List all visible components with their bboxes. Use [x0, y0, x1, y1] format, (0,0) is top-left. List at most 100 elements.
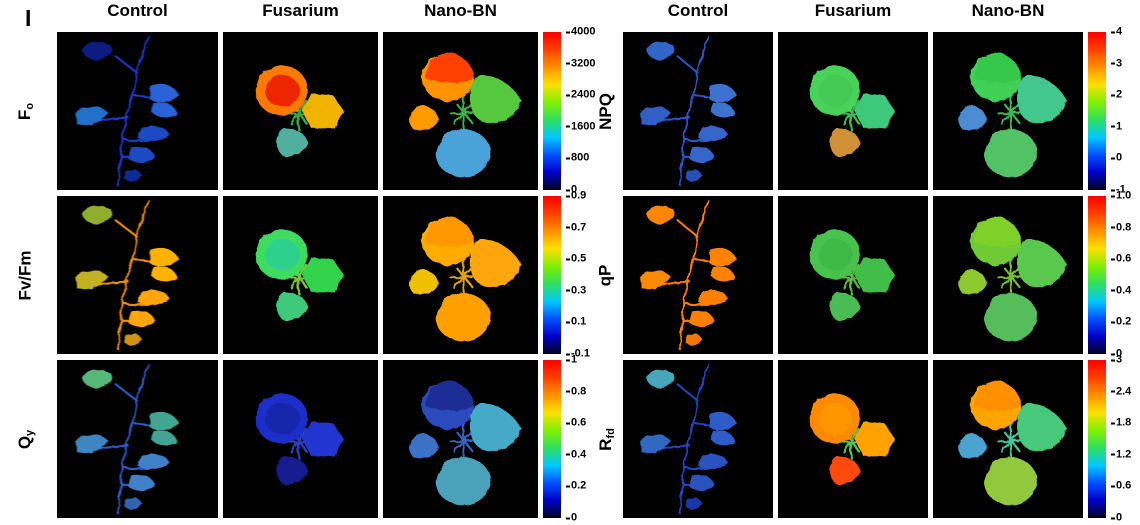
row-label-text: qP	[595, 264, 616, 286]
colorbar-fo	[543, 32, 561, 190]
tick-mark	[1111, 31, 1115, 33]
tick-value: 2	[1116, 88, 1123, 101]
tick-value: 1	[1116, 120, 1123, 133]
column-header-fusarium: Fusarium	[814, 1, 892, 20]
tick-value: 0.8	[571, 385, 587, 398]
tick-value: 0.6	[1116, 252, 1132, 265]
row-label-subscript: o	[24, 102, 37, 110]
colorbar-tick: 2.4	[1111, 386, 1131, 397]
tick-value: 3	[1116, 57, 1123, 70]
colorbar-tick: 1.2	[1111, 449, 1131, 460]
colorbar-tick: -1	[1111, 184, 1126, 196]
tick-value: 1.2	[1116, 448, 1132, 461]
tick-mark	[1111, 94, 1115, 97]
colorbar-qp	[1088, 196, 1106, 354]
tick-value: 0.4	[571, 448, 587, 461]
colorbar-gradient	[1088, 360, 1106, 518]
tick-value: 0	[1116, 347, 1123, 360]
row-label-text: NPQ	[596, 93, 617, 130]
plant-image	[639, 363, 737, 515]
colorbar-tick: 2	[1111, 88, 1123, 101]
tick-value: 0.1	[571, 315, 587, 328]
colorbar-tick: 0.2	[1111, 316, 1131, 328]
row-label-npq: NPQ	[594, 32, 618, 190]
tick-mark	[1111, 321, 1115, 324]
row-label-main: Q	[15, 435, 35, 449]
colorbar-tick: 0	[1111, 152, 1122, 164]
tick-mark	[566, 359, 570, 361]
tick-value: -0.1	[571, 347, 590, 360]
plant-image	[958, 52, 1067, 178]
tick-value: 0	[571, 511, 578, 524]
panel-fvfm-control	[57, 196, 218, 354]
colorbar-tick: 1.8	[1111, 417, 1131, 429]
row-label-main: R	[595, 438, 615, 451]
colorbar-gradient	[543, 196, 561, 354]
colorbar-tick: 3	[1111, 354, 1122, 366]
colorbar-ticks-fvfm: 0.9 0.7 0.5 0.3 0.1 -0.1	[566, 190, 594, 359]
colorbar-tick: 0.8	[566, 386, 586, 397]
tick-value: 1	[571, 353, 578, 366]
tick-mark	[1111, 353, 1115, 355]
tick-value: 0.4	[1116, 284, 1132, 297]
row-label-qy: Qy	[0, 360, 52, 518]
plant-image	[408, 380, 521, 506]
colorbar-npq	[1088, 32, 1106, 190]
colorbar-tick: 3	[1111, 58, 1122, 69]
tick-mark	[1111, 517, 1115, 519]
tick-mark	[1111, 359, 1115, 361]
colorbar-tick: 0.6	[566, 416, 587, 429]
colorbar-tick: 0	[566, 183, 578, 196]
tick-mark	[566, 321, 570, 324]
tick-mark	[566, 62, 570, 65]
tick-mark	[566, 125, 570, 128]
row-label-subscript: fd	[604, 427, 617, 439]
tick-mark	[1111, 62, 1115, 65]
row-label-main: qP	[595, 264, 615, 286]
tick-value: 0.8	[1116, 221, 1132, 234]
figure-panel-label: I	[25, 5, 32, 31]
tick-mark	[1111, 289, 1115, 292]
row-label-text: Fv/Fm	[16, 250, 37, 300]
colorbar-tick: 0	[566, 511, 578, 524]
panel-qp-nano-bn	[933, 196, 1083, 354]
tick-mark	[1111, 189, 1115, 191]
colorbar-tick: 1600	[566, 121, 595, 132]
plant-image	[639, 35, 737, 187]
row-label-main: F	[15, 109, 35, 120]
colorbar-tick: 1.0	[1111, 190, 1131, 202]
colorbar-tick: 0.4	[566, 449, 586, 460]
tick-mark	[1111, 226, 1115, 229]
tick-value: 0.7	[571, 221, 587, 234]
colorbar-ticks-qp: 1.0 0.8 0.6 0.4 0.2 0	[1111, 190, 1137, 359]
tick-mark	[1111, 125, 1115, 128]
tick-value: 4	[1116, 25, 1123, 38]
tick-mark	[566, 31, 570, 33]
colorbar-tick: 0.3	[566, 285, 586, 296]
plant-image	[74, 363, 180, 515]
row-label-fo: Fo	[0, 32, 52, 190]
panel-npq-control	[623, 32, 773, 190]
colorbar-tick: 0.7	[566, 222, 586, 233]
column-header-fusarium: Fusarium	[262, 1, 339, 20]
colorbar-tick: 0.6	[1111, 480, 1131, 492]
panel-fo-control	[57, 32, 218, 190]
colorbar-tick: 1	[1111, 121, 1122, 132]
tick-value: 0	[571, 183, 578, 196]
colorbar-ticks-fo: 4000 3200 2400 1600 800 0	[566, 26, 596, 195]
colorbar-qy	[543, 360, 561, 518]
plant-image	[255, 229, 344, 320]
colorbar-tick: -0.1	[566, 347, 590, 360]
plant-image	[74, 35, 180, 187]
tick-value: 0.6	[571, 416, 587, 429]
tick-value: 3200	[571, 57, 596, 70]
imaging-block-left: Control Fusarium Nano-BN Fo 4000 3200 2400 1600…	[0, 1, 596, 523]
panel-rfd-control	[623, 360, 773, 518]
plant-image	[639, 199, 737, 351]
tick-mark	[566, 453, 570, 456]
colorbar-tick: 0.9	[566, 190, 586, 202]
panel-fvfm-fusarium	[223, 196, 378, 354]
tick-value: 800	[571, 151, 590, 164]
colorbar-gradient	[543, 32, 561, 190]
tick-mark	[566, 517, 570, 519]
